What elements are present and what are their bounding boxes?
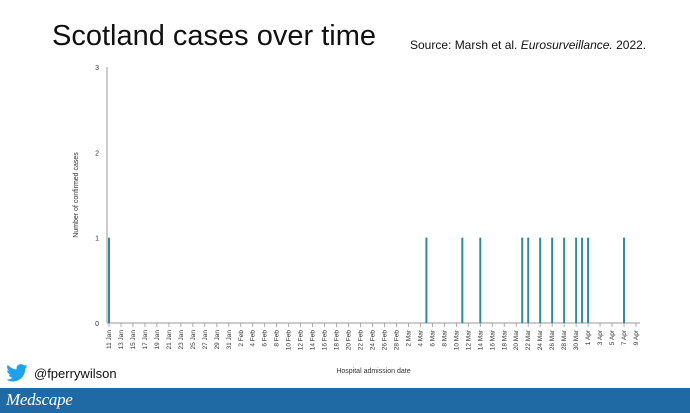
- case-bar: [527, 237, 530, 323]
- x-tick-label: 12 Feb: [298, 330, 305, 351]
- x-tick-label: 29 Jan: [214, 330, 221, 350]
- twitter-bird-icon: [6, 364, 28, 382]
- y-tick-label: 1: [95, 236, 99, 243]
- x-tick-label: 8 Feb: [274, 330, 281, 347]
- x-tick-label: 5 Apr: [609, 329, 616, 345]
- x-tick-label: 30 Mar: [573, 329, 580, 350]
- x-tick-label: 2 Mar: [405, 329, 412, 346]
- twitter-handle: @fperrywilson: [34, 365, 117, 381]
- x-tick-label: 17 Jan: [142, 330, 149, 350]
- case-bar: [623, 237, 626, 323]
- case-bar: [425, 237, 428, 323]
- x-tick-label: 14 Mar: [477, 329, 484, 350]
- case-bar: [575, 237, 578, 323]
- case-bar: [563, 237, 566, 323]
- cases-bar-chart: 0 1 2 3 Number of confirmed cases 11 Jan 13 Ja…: [73, 65, 640, 375]
- x-tick-label: 3 Apr: [597, 329, 604, 345]
- x-tick-label: 7 Apr: [621, 329, 628, 345]
- footer-bar: Medscape: [0, 388, 690, 413]
- y-tick-label: 2: [95, 150, 99, 157]
- x-tick-label: 16 Feb: [322, 330, 329, 351]
- x-tick-label: 10 Feb: [286, 330, 293, 351]
- x-tick-label: 22 Feb: [358, 330, 365, 351]
- x-tick-label: 25 Jan: [190, 330, 197, 350]
- source-year: 2022.: [612, 38, 647, 52]
- x-tick-label: 1 Apr: [585, 329, 592, 345]
- x-tick-label: 22 Mar: [525, 329, 532, 350]
- source-citation: Source: Marsh et al. Eurosurveillance. 2…: [410, 38, 646, 52]
- x-tick-label: 24 Feb: [370, 330, 377, 351]
- x-tick-label: 9 Apr: [633, 329, 640, 345]
- x-tick-label: 18 Feb: [334, 330, 341, 351]
- x-axis-label: Hospital admission date: [336, 368, 410, 375]
- case-bar: [479, 237, 482, 323]
- case-bar: [551, 237, 554, 323]
- case-bar: [587, 237, 590, 323]
- x-tick-label: 10 Mar: [453, 329, 460, 350]
- x-tick-label: 6 Feb: [262, 330, 269, 347]
- case-bar: [581, 237, 584, 323]
- x-tick-label: 20 Feb: [346, 330, 353, 351]
- x-tick-label: 15 Jan: [130, 330, 137, 350]
- x-tick-label: 28 Mar: [561, 329, 568, 350]
- case-bar: [539, 237, 542, 323]
- x-tick-label: 12 Mar: [465, 329, 472, 350]
- x-tick-label: 23 Jan: [178, 330, 185, 350]
- slide-title: Scotland cases over time: [52, 20, 376, 52]
- x-tick-label: 24 Mar: [537, 329, 544, 350]
- y-tick-label: 0: [95, 321, 99, 328]
- x-tick-label: 27 Jan: [202, 330, 209, 350]
- x-tick-label: 11 Jan: [106, 330, 113, 349]
- x-tick-label: 28 Feb: [393, 330, 400, 351]
- x-tick-label: 19 Jan: [154, 330, 161, 350]
- case-bar: [108, 237, 110, 323]
- source-prefix: Source: Marsh et al.: [410, 38, 521, 52]
- x-tick-label: 8 Mar: [441, 329, 448, 346]
- x-tick-label: 4 Feb: [250, 330, 257, 347]
- x-tick-label: 14 Feb: [310, 330, 317, 351]
- source-journal: Eurosurveillance.: [520, 38, 613, 52]
- x-tick-label: 21 Jan: [166, 330, 173, 350]
- x-tick-label: 26 Mar: [549, 329, 556, 350]
- x-tick-label: 6 Mar: [429, 329, 436, 346]
- x-tick-label: 4 Mar: [417, 329, 424, 346]
- case-bar: [461, 237, 464, 323]
- x-tick-label: 20 Mar: [513, 329, 520, 350]
- x-tick-label: 31 Jan: [226, 330, 233, 350]
- y-tick-label: 3: [95, 65, 99, 72]
- x-tick-label: 26 Feb: [381, 330, 388, 351]
- x-tick-label: 16 Mar: [489, 329, 496, 350]
- twitter-handle-row: @fperrywilson: [6, 362, 117, 384]
- case-bar: [521, 237, 524, 323]
- x-tick-label: 18 Mar: [501, 329, 508, 350]
- x-tick-label: 2 Feb: [238, 330, 245, 347]
- y-axis-label: Number of confirmed cases: [73, 152, 80, 238]
- x-tick-label: 13 Jan: [118, 330, 125, 350]
- medscape-logo: Medscape: [6, 390, 73, 409]
